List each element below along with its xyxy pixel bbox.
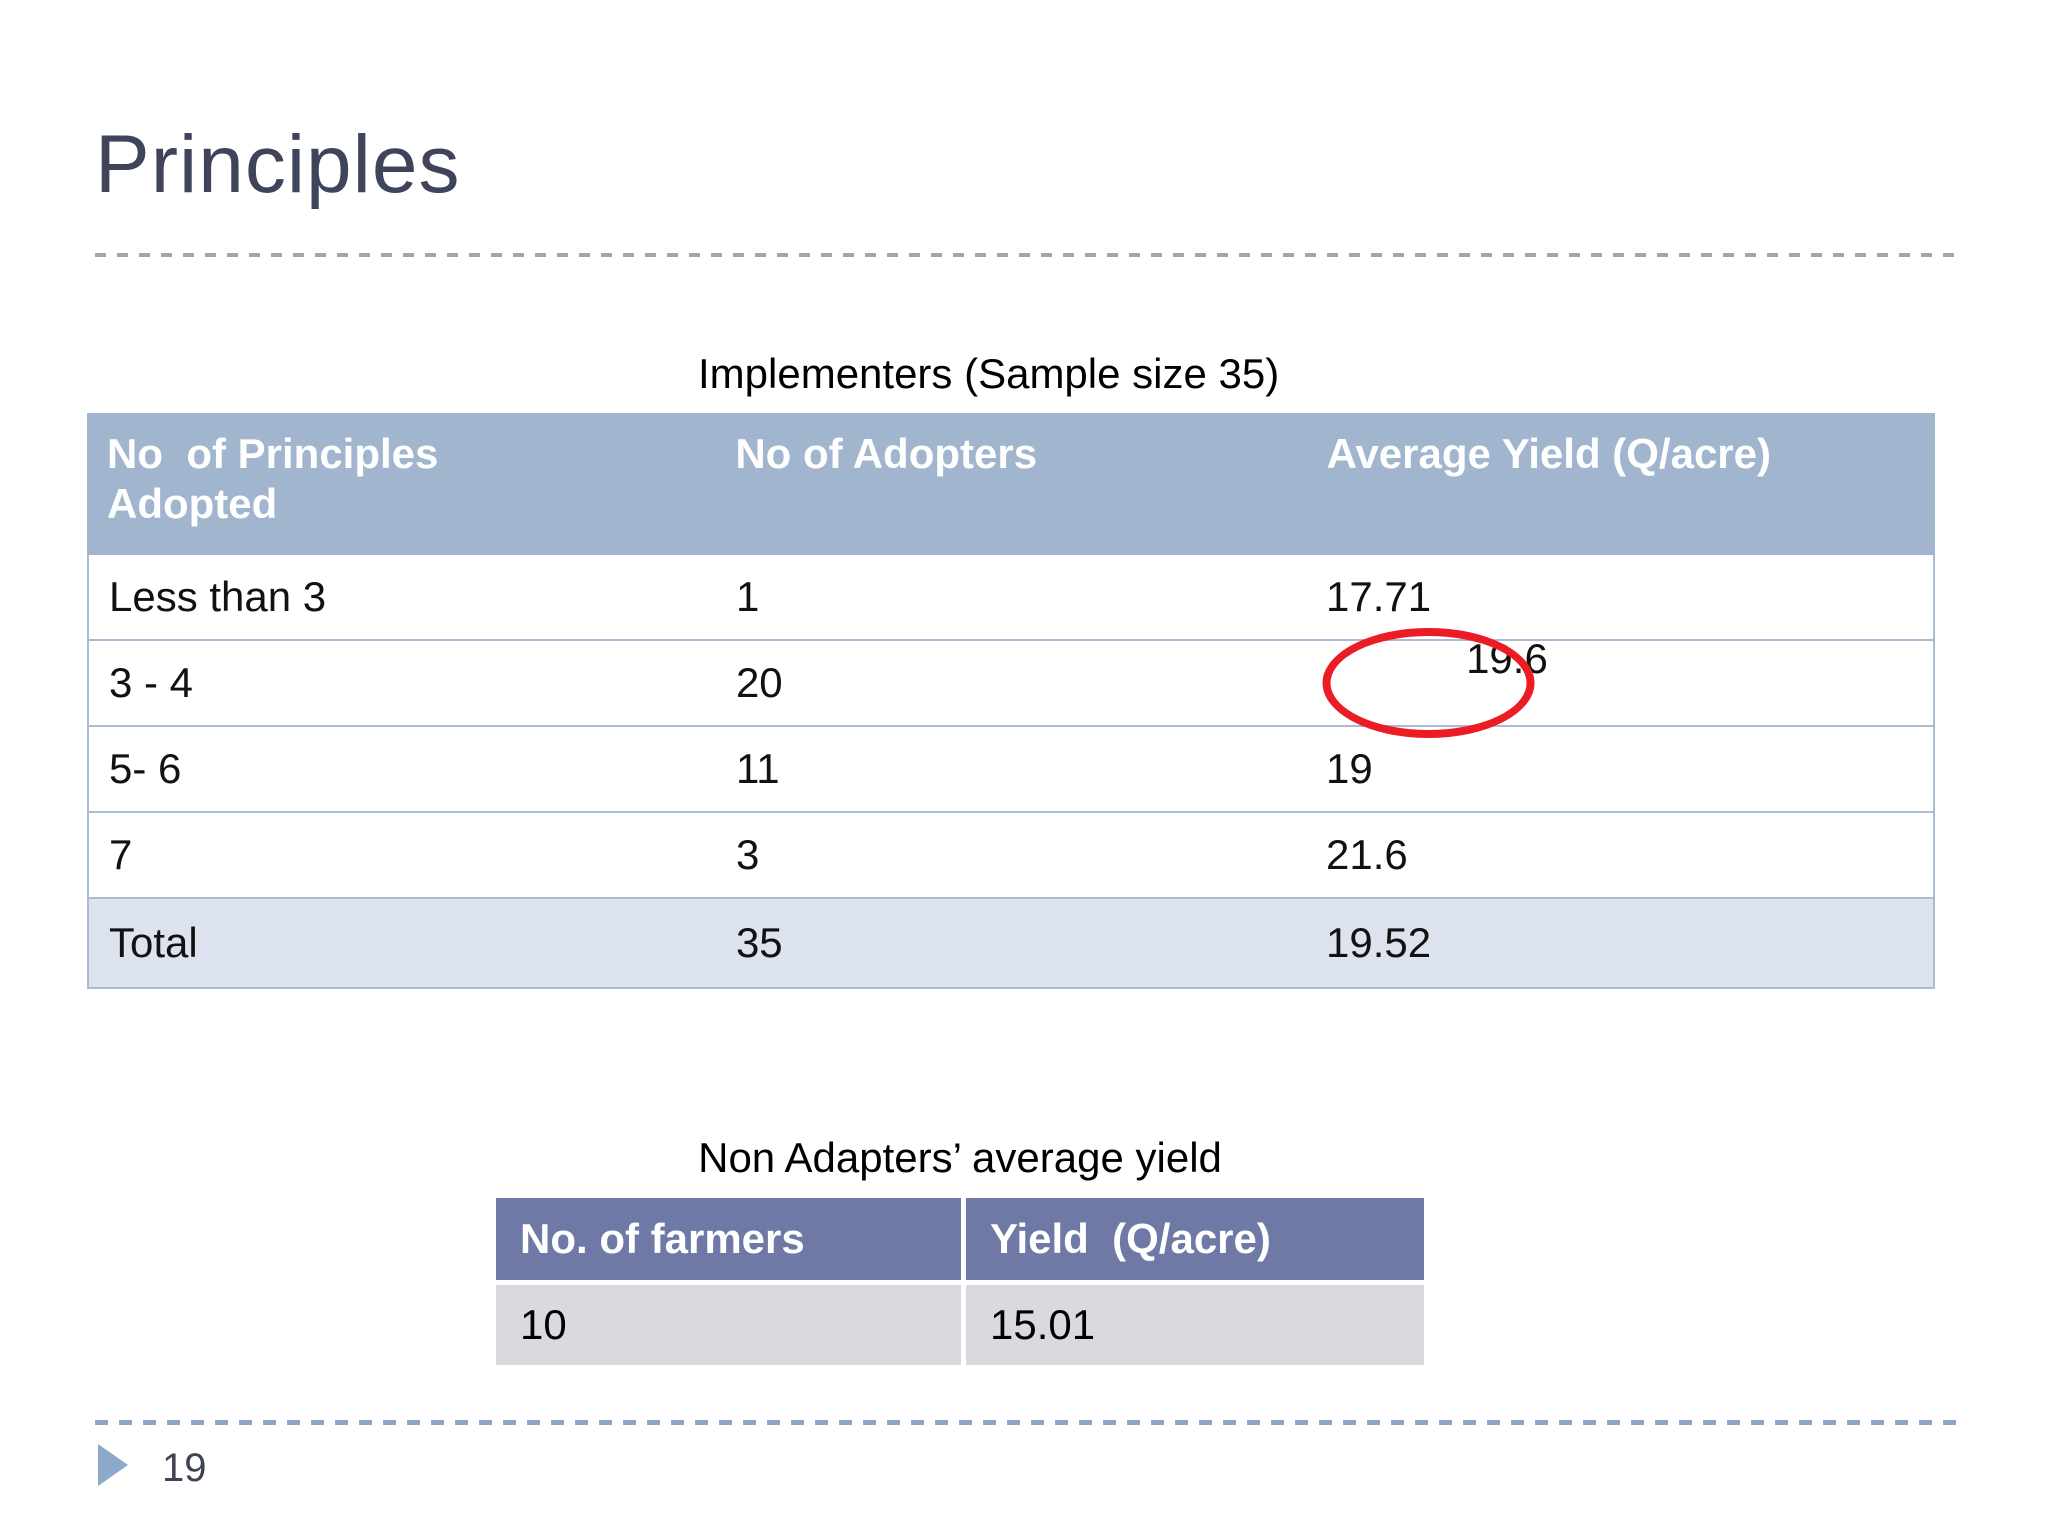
- non-adapters-table-caption: Non Adapters’ average yield: [698, 1134, 1222, 1181]
- cell-avg-yield: 17.71: [1326, 573, 1432, 620]
- footer-divider-dashed-line: [95, 1420, 1961, 1425]
- cell-farmers: 10: [496, 1285, 961, 1365]
- cell-total-avg-yield: 19.52: [1326, 919, 1432, 966]
- cell-principles: Less than 3: [109, 573, 327, 620]
- non-adapters-header-row: No. of farmers Yield (Q/acre): [496, 1198, 1424, 1280]
- column-header-no-of-farmers: No. of farmers: [496, 1198, 961, 1280]
- cell-principles: 7: [109, 831, 133, 878]
- title-divider-dashed-line: [95, 253, 1961, 257]
- table-row: 5- 6 11 19: [89, 727, 1933, 813]
- column-header-principles-adopted: No of Principles Adopted: [107, 430, 449, 527]
- table-row: Less than 3 1 17.71: [89, 555, 1933, 641]
- cell-adopters: 1: [735, 573, 760, 620]
- table-row: 7 3 21.6: [89, 813, 1933, 899]
- cell-avg-yield: 21.6: [1326, 831, 1408, 878]
- page-number: 19: [162, 1446, 207, 1490]
- cell-avg-yield-value: 19.6: [1466, 635, 1548, 682]
- column-header-yield: Yield (Q/acre): [966, 1198, 1424, 1280]
- table-total-row: Total 35 19.52: [89, 899, 1933, 987]
- slide-title: Principles: [95, 119, 461, 210]
- table-row: 10 15.01: [496, 1280, 1424, 1365]
- cell-principles: 5- 6: [109, 745, 182, 792]
- cell-adopters: 11: [735, 745, 780, 792]
- cell-total-label: Total: [109, 919, 198, 966]
- implementers-table: No of Principles Adopted No of Adopters …: [87, 413, 1935, 989]
- circled-value-wrapper: 19.6: [1322, 587, 1548, 779]
- implementers-table-caption: Implementers (Sample size 35): [698, 350, 1280, 397]
- cell-yield: 15.01: [966, 1285, 1424, 1365]
- cell-principles: 3 - 4: [109, 659, 194, 706]
- cell-avg-yield: 19: [1326, 745, 1373, 792]
- column-header-no-of-adopters: No of Adopters: [735, 430, 1038, 477]
- non-adapters-table: No. of farmers Yield (Q/acre) 10 15.01: [496, 1198, 1424, 1365]
- table-row: 3 - 4 20 19.6: [89, 628, 1933, 738]
- implementers-table-body: Less than 3 1 17.71 3 - 4 20 19.6 5- 6 1…: [87, 555, 1935, 989]
- cell-avg-yield: 19.6: [1306, 628, 1933, 738]
- cell-total-adopters: 35: [735, 919, 783, 966]
- implementers-table-header-row: No of Principles Adopted No of Adopters …: [87, 413, 1935, 555]
- column-header-average-yield: Average Yield (Q/acre): [1326, 430, 1771, 477]
- cell-adopters: 20: [735, 659, 783, 706]
- cell-adopters: 3: [735, 831, 760, 878]
- footer-arrow-icon: [98, 1444, 128, 1486]
